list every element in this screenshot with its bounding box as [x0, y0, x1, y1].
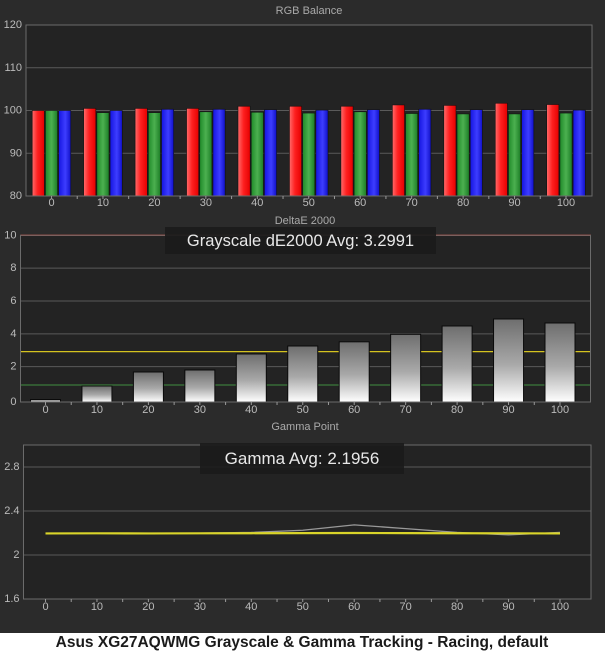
svg-text:80: 80	[451, 601, 463, 613]
svg-text:40: 40	[245, 601, 257, 613]
svg-text:50: 50	[297, 601, 309, 613]
svg-text:2.8: 2.8	[4, 461, 19, 473]
svg-text:70: 70	[400, 601, 412, 613]
svg-text:10: 10	[91, 404, 103, 416]
svg-text:100: 100	[551, 404, 569, 416]
svg-text:100: 100	[551, 601, 569, 613]
svg-text:Asus XG27AQWMG Grayscale & Gam: Asus XG27AQWMG Grayscale & Gamma Trackin…	[56, 634, 549, 651]
svg-text:100: 100	[4, 105, 22, 117]
svg-text:Grayscale dE2000 Avg: 3.2991: Grayscale dE2000 Avg: 3.2991	[187, 232, 414, 250]
svg-text:Gamma Avg: 2.1956: Gamma Avg: 2.1956	[225, 449, 380, 468]
svg-text:60: 60	[348, 404, 360, 416]
svg-text:10: 10	[4, 229, 16, 241]
svg-text:1.6: 1.6	[4, 593, 19, 605]
svg-text:RGB Balance: RGB Balance	[276, 5, 343, 17]
svg-text:2: 2	[13, 549, 19, 561]
svg-text:90: 90	[502, 601, 514, 613]
svg-text:2.4: 2.4	[4, 505, 19, 517]
svg-text:20: 20	[142, 404, 154, 416]
svg-text:2: 2	[10, 361, 16, 373]
svg-text:60: 60	[348, 601, 360, 613]
svg-text:6: 6	[10, 295, 16, 307]
svg-text:4: 4	[10, 328, 16, 340]
svg-text:DeltaE 2000: DeltaE 2000	[275, 215, 336, 227]
svg-text:0: 0	[10, 396, 16, 408]
svg-text:30: 30	[194, 601, 206, 613]
svg-text:0: 0	[42, 404, 48, 416]
svg-text:20: 20	[142, 601, 154, 613]
svg-text:90: 90	[502, 404, 514, 416]
svg-text:8: 8	[10, 262, 16, 274]
svg-text:90: 90	[10, 147, 22, 159]
svg-text:80: 80	[451, 404, 463, 416]
svg-text:10: 10	[91, 601, 103, 613]
svg-text:120: 120	[4, 19, 22, 31]
svg-text:80: 80	[10, 190, 22, 202]
svg-text:50: 50	[297, 404, 309, 416]
svg-text:Gamma Point: Gamma Point	[271, 421, 338, 433]
svg-text:40: 40	[245, 404, 257, 416]
svg-text:30: 30	[194, 404, 206, 416]
svg-text:70: 70	[400, 404, 412, 416]
svg-text:110: 110	[4, 62, 22, 74]
svg-text:0: 0	[42, 601, 48, 613]
